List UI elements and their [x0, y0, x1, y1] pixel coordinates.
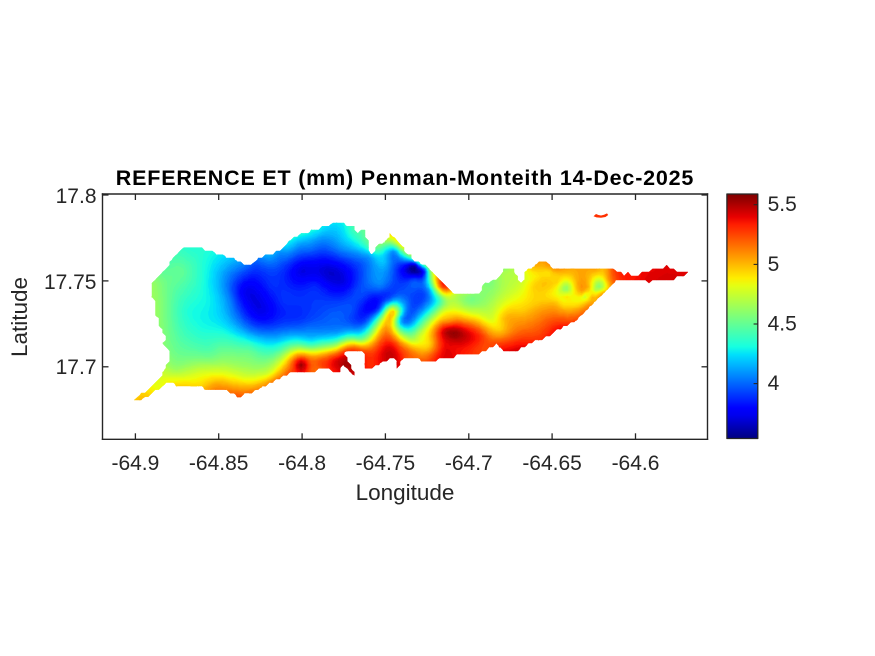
- svg-text:-64.65: -64.65: [522, 452, 582, 475]
- svg-text:5: 5: [768, 253, 780, 276]
- svg-text:4.5: 4.5: [768, 313, 797, 336]
- svg-text:17.75: 17.75: [44, 271, 97, 294]
- svg-text:-64.9: -64.9: [111, 452, 159, 475]
- svg-text:4: 4: [768, 372, 780, 395]
- svg-text:5.5: 5.5: [768, 193, 797, 216]
- svg-text:-64.75: -64.75: [356, 452, 416, 475]
- svg-text:-64.7: -64.7: [445, 452, 493, 475]
- svg-text:Latitude: Latitude: [7, 277, 32, 357]
- svg-text:REFERENCE ET (mm) Penman-Monte: REFERENCE ET (mm) Penman-Monteith 14-Dec…: [116, 166, 694, 190]
- svg-text:17.7: 17.7: [56, 356, 97, 379]
- svg-text:-64.8: -64.8: [278, 452, 326, 475]
- svg-text:-64.6: -64.6: [612, 452, 660, 475]
- svg-text:-64.85: -64.85: [189, 452, 249, 475]
- svg-text:Longitude: Longitude: [356, 480, 455, 505]
- svg-text:17.8: 17.8: [56, 185, 97, 208]
